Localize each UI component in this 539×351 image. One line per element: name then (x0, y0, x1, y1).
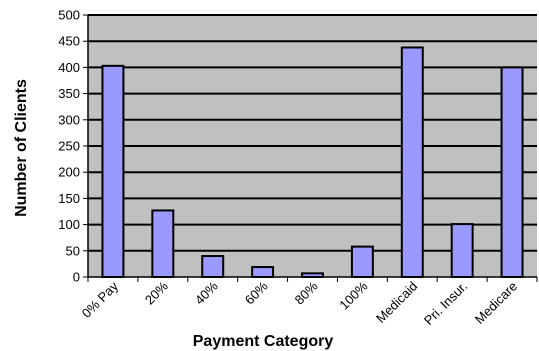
y-tick-label: 400 (58, 60, 80, 75)
gridlines (88, 14, 537, 252)
bar (201, 255, 225, 279)
x-tick-labels: 0% Pay 20% 40% 60% 80% 100% Medicaid Pri. Insur… (79, 278, 520, 328)
axes (83, 14, 538, 282)
x-tick-label: 40% (192, 278, 221, 307)
x-tick-label: 60% (242, 278, 271, 307)
x-tick-label: 0% Pay (79, 278, 122, 321)
y-tick-label: 200 (58, 165, 80, 180)
y-tick-label: 300 (58, 112, 80, 127)
bar (350, 245, 374, 279)
y-tick-label: 50 (66, 243, 80, 258)
x-tick-label: 80% (292, 278, 321, 307)
x-tick-label: Medicare (472, 279, 520, 327)
y-tick-label: 350 (58, 86, 80, 101)
y-tick-labels: 0 50 100 150 200 250 300 350 400 450 500 (58, 8, 80, 285)
x-tick-label: 20% (142, 278, 171, 307)
y-axis-title: Number of Clients (13, 79, 30, 217)
y-tick-label: 150 (58, 191, 80, 206)
bar (500, 66, 524, 279)
y-tick-label: 250 (58, 139, 80, 154)
bar (101, 64, 125, 278)
bar (450, 223, 474, 279)
bar (400, 46, 424, 278)
y-tick-label: 450 (58, 34, 80, 49)
bar (151, 209, 175, 278)
bars (101, 46, 524, 279)
y-tick-label: 500 (58, 8, 80, 23)
y-tick-label: 0 (73, 270, 80, 285)
bar (251, 266, 275, 279)
x-axis-title: Payment Category (193, 333, 334, 350)
x-tick-label: Pri. Insur. (421, 279, 470, 328)
y-tick-label: 100 (58, 217, 80, 232)
x-tick-label: Medicaid (373, 279, 420, 326)
x-tick-label: 100% (336, 278, 370, 312)
